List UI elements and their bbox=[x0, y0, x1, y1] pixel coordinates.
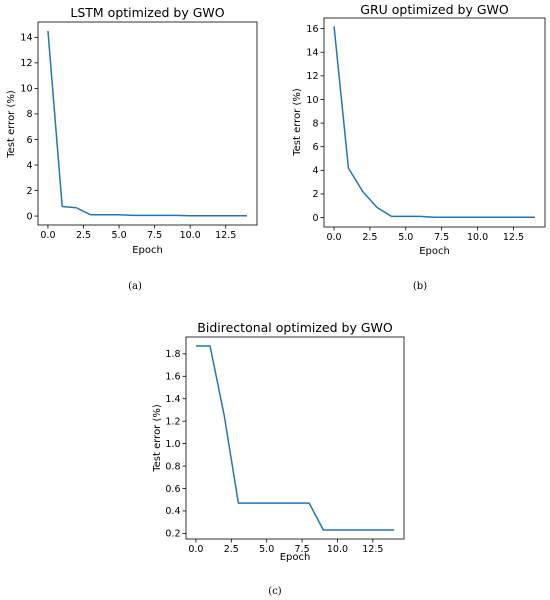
series-line bbox=[195, 345, 395, 531]
x-tick-label: 0.0 bbox=[326, 232, 341, 243]
y-tick-label: 2 bbox=[312, 189, 318, 200]
series-line bbox=[333, 26, 535, 218]
y-tick-label: 10 bbox=[306, 95, 318, 106]
y-tick-label: 0.2 bbox=[165, 529, 180, 540]
plot-frame bbox=[37, 21, 258, 226]
chart-title: GRU optimized by GWO bbox=[360, 2, 509, 17]
y-tick-label: 0 bbox=[26, 211, 32, 222]
x-axis-label: Epoch bbox=[280, 552, 311, 563]
y-tick-label: 16 bbox=[306, 24, 318, 35]
x-tick-label: 2.5 bbox=[224, 544, 239, 555]
x-axis-label: Epoch bbox=[132, 245, 163, 256]
plot-frame bbox=[185, 336, 405, 540]
y-tick-label: 12 bbox=[20, 58, 32, 69]
x-tick-label: 2.5 bbox=[362, 232, 377, 243]
x-tick-label: 5.0 bbox=[259, 544, 274, 555]
y-ticks: 0 2 4 6 8 10 12 14 bbox=[20, 33, 38, 222]
x-tick-label: 7.5 bbox=[147, 230, 162, 241]
y-tick-label: 6 bbox=[26, 135, 32, 146]
y-tick-label: 8 bbox=[26, 109, 32, 120]
chart-title: LSTM optimized by GWO bbox=[70, 5, 224, 20]
y-tick-label: 6 bbox=[312, 142, 318, 153]
figure-caption: (b) bbox=[413, 281, 427, 292]
series-line bbox=[47, 30, 248, 217]
plot-frame bbox=[323, 17, 546, 228]
y-tick-label: 12 bbox=[306, 71, 318, 82]
y-tick-label: 1.4 bbox=[165, 394, 180, 405]
y-axis-label: Test error (%) bbox=[152, 404, 163, 473]
x-tick-label: 0.0 bbox=[188, 544, 203, 555]
y-tick-label: 1.2 bbox=[165, 416, 180, 427]
y-tick-label: 0.4 bbox=[165, 506, 180, 517]
x-ticks: 0.0 2.5 5.0 7.5 10.0 12.5 bbox=[326, 227, 524, 243]
y-tick-label: 0.6 bbox=[165, 484, 180, 495]
chart-title: Bidirectonal optimized by GWO bbox=[197, 320, 393, 335]
x-tick-label: 7.5 bbox=[295, 544, 310, 555]
x-tick-label: 10.0 bbox=[327, 544, 348, 555]
y-tick-label: 8 bbox=[312, 118, 318, 129]
x-tick-label: 12.5 bbox=[215, 230, 236, 241]
chart-bidirectional: Bidirectonal optimized by GWO 0.0 2.5 5.0 7… bbox=[152, 320, 405, 597]
x-ticks: 0.0 2.5 5.0 7.5 10.0 12.5 bbox=[188, 539, 383, 555]
y-ticks: 0 2 4 6 8 10 12 14 16 bbox=[306, 24, 324, 224]
y-axis-label: Test error (%) bbox=[292, 88, 303, 157]
x-tick-label: 5.0 bbox=[398, 232, 413, 243]
y-tick-label: 1.8 bbox=[165, 349, 180, 360]
x-tick-label: 0.0 bbox=[40, 230, 55, 241]
y-tick-label: 14 bbox=[306, 48, 318, 59]
x-tick-label: 10.0 bbox=[180, 230, 201, 241]
x-axis-label: Epoch bbox=[419, 246, 450, 257]
x-tick-label: 7.5 bbox=[434, 232, 449, 243]
x-tick-label: 12.5 bbox=[362, 544, 383, 555]
y-ticks: 0.2 0.4 0.6 0.8 1.0 1.2 1.4 1.6 1.8 bbox=[165, 349, 186, 540]
x-tick-label: 2.5 bbox=[76, 230, 91, 241]
y-axis-label: Test error (%) bbox=[6, 90, 17, 159]
x-tick-label: 5.0 bbox=[112, 230, 127, 241]
y-tick-label: 4 bbox=[312, 166, 318, 177]
y-tick-label: 14 bbox=[20, 33, 32, 44]
y-tick-label: 0.8 bbox=[165, 461, 180, 472]
x-tick-label: 10.0 bbox=[467, 232, 488, 243]
chart-gru: GRU optimized by GWO 0.0 2.5 5.0 7.5 10.0 12.… bbox=[292, 2, 546, 292]
y-tick-label: 0 bbox=[312, 213, 318, 224]
x-ticks: 0.0 2.5 5.0 7.5 10.0 12.5 bbox=[40, 225, 236, 241]
y-tick-label: 4 bbox=[26, 160, 32, 171]
chart-lstm: LSTM optimized by GWO 0.0 2.5 5.0 7.5 10.0 12… bbox=[6, 5, 258, 292]
y-tick-label: 10 bbox=[20, 84, 32, 95]
y-tick-label: 1.6 bbox=[165, 372, 180, 383]
x-tick-label: 12.5 bbox=[503, 232, 524, 243]
figure-caption: (a) bbox=[128, 281, 142, 292]
y-tick-label: 2 bbox=[26, 186, 32, 197]
figure-caption: (c) bbox=[268, 586, 282, 597]
y-tick-label: 1.0 bbox=[165, 439, 180, 450]
